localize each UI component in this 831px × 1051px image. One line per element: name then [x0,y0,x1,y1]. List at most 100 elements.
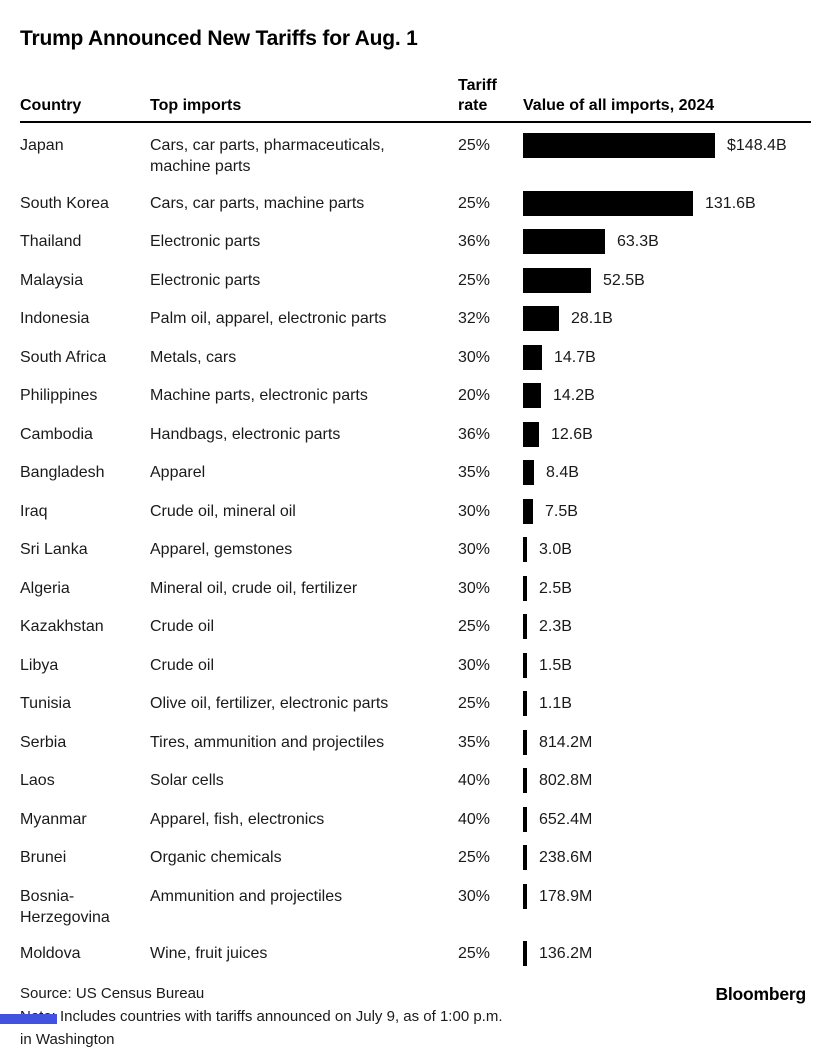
imports-cell: Olive oil, fertilizer, electronic parts [150,695,389,712]
tariff-cell: 25% [458,194,491,212]
tariff-cell: 25% [458,695,491,712]
tariff-cell: 32% [458,310,491,327]
table-row: Algeria Mineral oil, crude oil, fertiliz… [20,575,811,601]
value-label: 63.3B [617,233,659,250]
import-value-bar [523,729,527,755]
imports-cell: Apparel [150,464,206,481]
value-cell: 14.7B [523,344,811,370]
value-cell: 131.6B [523,190,811,216]
imports-cell: Machine parts, electronic parts [150,387,368,404]
value-label: 814.2M [539,733,593,751]
value-label: 3.0B [539,541,572,558]
bloomberg-logo: Bloomberg [715,984,806,1004]
imports-cell: Mineral oil, crude oil, fertilizer [150,579,358,597]
value-cell: 8.4B [523,460,811,485]
country-cell: Indonesia [20,310,90,327]
chart-footer: Source: US Census Bureau Note: Includes … [20,982,811,1051]
imports-cell: Handbags, electronic parts [150,425,341,443]
table-row: South Africa Metals, cars 30% 14.7B [20,344,811,370]
table-row: Libya Crude oil 30% 1.5B [20,652,811,678]
imports-cell: Apparel, gemstones [150,541,293,558]
value-cell: 14.2B [523,383,811,408]
source-note: Source: US Census Bureau [20,984,205,1002]
country-cell: Cambodia [20,425,93,443]
tariff-cell: 36% [458,233,491,250]
tariff-cell: 35% [458,733,491,751]
tariff-cell: 40% [458,772,491,789]
country-cell: Libya [20,656,59,674]
imports-cell: Palm oil, apparel, electronic parts [150,310,387,327]
import-value-bar [523,344,542,370]
import-value-bar [523,614,527,639]
country-cell: Philippines [20,387,98,404]
import-value-bar [523,806,527,832]
country-cell: Thailand [20,233,82,250]
tariff-cell: 30% [458,656,491,674]
value-label: 2.3B [539,618,572,635]
value-label: $148.4B [727,137,787,154]
country-cell: Sri Lanka [20,541,88,558]
value-cell: 63.3B [523,229,811,254]
country-cell: South Africa [20,348,107,366]
tariff-cell: 25% [458,849,491,866]
import-value-bar [523,537,527,562]
table-row: Philippines Machine parts, electronic pa… [20,383,811,408]
tariff-cell: 20% [458,387,491,404]
table-row: Iraq Crude oil, mineral oil 30% 7.5B [20,498,811,524]
country-cell: Brunei [20,849,67,866]
country-cell: South Korea [20,194,109,212]
import-value-bar [523,575,527,601]
import-value-bar [523,306,559,331]
import-value-bar [523,267,591,293]
table-row: Indonesia Palm oil, apparel, electronic … [20,306,811,331]
value-cell: 2.5B [523,575,811,601]
import-value-bar [523,460,534,485]
value-label: 131.6B [705,194,756,212]
column-header-import-value: Value of all imports, 2024 [523,96,715,114]
value-cell: 802.8M [523,768,811,793]
import-value-bar [523,383,541,408]
country-cell: Japan [20,137,64,154]
imports-cell: Ammunition and projectiles [150,887,343,905]
table-row: Kazakhstan Crude oil 25% 2.3B [20,614,811,639]
import-value-bar [523,691,527,716]
tariff-cell: 36% [458,425,491,443]
tariff-cell: 35% [458,464,491,481]
value-cell: 28.1B [523,306,811,331]
tariff-cell: 30% [458,887,491,905]
country-cell: Kazakhstan [20,618,104,635]
column-header-tariff-rate: Tariff rate [458,76,523,115]
table-row: Serbia Tires, ammunition and projectiles… [20,729,811,755]
value-label: 1.1B [539,695,572,712]
tariff-cell: 30% [458,502,491,520]
tariff-cell: 40% [458,810,491,828]
value-label: 802.8M [539,772,593,789]
import-value-bar [523,133,715,158]
value-cell: 136.2M [523,941,811,966]
table-row: Cambodia Handbags, electronic parts 36% … [20,421,811,447]
tariff-cell: 30% [458,541,491,558]
country-cell: Tunisia [20,695,71,712]
table-header: Country Top imports Tariff rate Value of… [20,76,811,123]
import-value-bar [523,883,527,909]
table-row: Myanmar Apparel, fish, electronics 40% 6… [20,806,811,832]
table-body: Japan Cars, car parts, pharmaceuticals, … [20,133,811,966]
table-row: Brunei Organic chemicals 25% 238.6M [20,845,811,870]
table-row: Bosnia-Herzegovina Ammunition and projec… [20,883,811,928]
import-value-bar [523,498,533,524]
import-value-bar [523,941,527,966]
country-cell: Moldova [20,945,81,962]
country-cell: Bangladesh [20,464,105,481]
tariff-cell: 25% [458,945,491,962]
import-value-bar [523,190,693,216]
imports-cell: Cars, car parts, machine parts [150,194,365,212]
value-label: 14.2B [553,387,595,404]
tariff-cell: 25% [458,137,491,154]
note-line-1: Note: Includes countries with tariffs an… [20,1007,503,1025]
country-cell: Iraq [20,502,48,520]
imports-cell: Apparel, fish, electronics [150,810,325,828]
country-cell: Bosnia-Herzegovina [20,887,110,926]
table-row: South Korea Cars, car parts, machine par… [20,190,811,216]
imports-cell: Electronic parts [150,233,261,250]
table-row: Thailand Electronic parts 36% 63.3B [20,229,811,254]
